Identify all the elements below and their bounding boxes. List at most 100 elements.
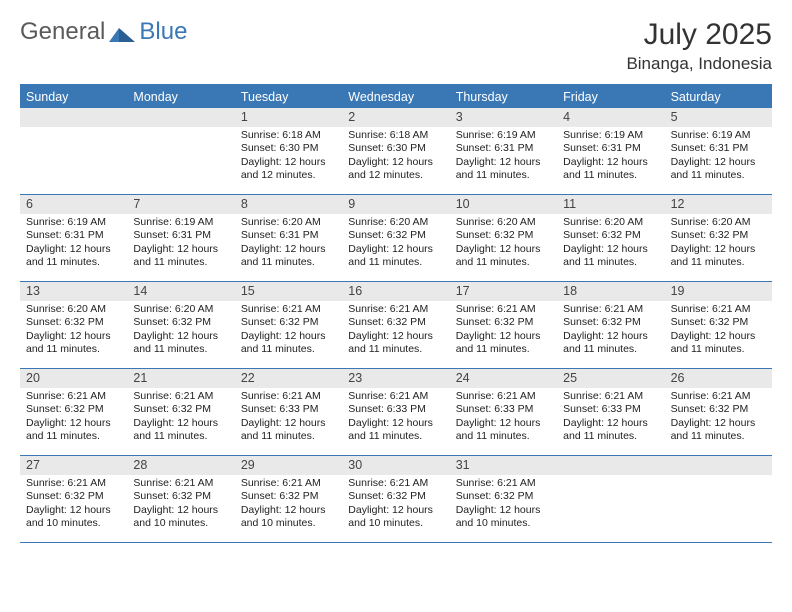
sunset-line: Sunset: 6:32 PM	[241, 316, 336, 329]
calendar: SundayMondayTuesdayWednesdayThursdayFrid…	[20, 84, 772, 543]
calendar-week: 20Sunrise: 6:21 AMSunset: 6:32 PMDayligh…	[20, 369, 772, 456]
sunrise-line: Sunrise: 6:19 AM	[133, 216, 228, 229]
day-body: Sunrise: 6:19 AMSunset: 6:31 PMDaylight:…	[665, 127, 772, 187]
day-body: Sunrise: 6:20 AMSunset: 6:32 PMDaylight:…	[127, 301, 234, 361]
brand-part1: General	[20, 18, 105, 46]
sunset-line: Sunset: 6:32 PM	[563, 316, 658, 329]
calendar-day-header: SundayMondayTuesdayWednesdayThursdayFrid…	[20, 86, 772, 108]
day-number: 14	[127, 282, 234, 301]
day-number: 21	[127, 369, 234, 388]
daylight-line: Daylight: 12 hours and 11 minutes.	[456, 156, 551, 183]
sunset-line: Sunset: 6:32 PM	[26, 490, 121, 503]
sunrise-line: Sunrise: 6:20 AM	[133, 303, 228, 316]
sunrise-line: Sunrise: 6:18 AM	[348, 129, 443, 142]
day-body: Sunrise: 6:20 AMSunset: 6:32 PMDaylight:…	[342, 214, 449, 274]
sunrise-line: Sunrise: 6:19 AM	[26, 216, 121, 229]
calendar-day: 6Sunrise: 6:19 AMSunset: 6:31 PMDaylight…	[20, 195, 127, 281]
sunset-line: Sunset: 6:31 PM	[133, 229, 228, 242]
page-subtitle: Binanga, Indonesia	[626, 54, 772, 74]
calendar-day: 7Sunrise: 6:19 AMSunset: 6:31 PMDaylight…	[127, 195, 234, 281]
day-body: Sunrise: 6:21 AMSunset: 6:33 PMDaylight:…	[342, 388, 449, 448]
day-number: 3	[450, 108, 557, 127]
daylight-line: Daylight: 12 hours and 12 minutes.	[348, 156, 443, 183]
daylight-line: Daylight: 12 hours and 11 minutes.	[241, 243, 336, 270]
sunset-line: Sunset: 6:33 PM	[348, 403, 443, 416]
day-number: 30	[342, 456, 449, 475]
day-body: Sunrise: 6:19 AMSunset: 6:31 PMDaylight:…	[557, 127, 664, 187]
day-header-sunday: Sunday	[20, 86, 127, 108]
daylight-line: Daylight: 12 hours and 11 minutes.	[133, 417, 228, 444]
calendar-week: 27Sunrise: 6:21 AMSunset: 6:32 PMDayligh…	[20, 456, 772, 543]
calendar-day: 1Sunrise: 6:18 AMSunset: 6:30 PMDaylight…	[235, 108, 342, 194]
calendar-day: 20Sunrise: 6:21 AMSunset: 6:32 PMDayligh…	[20, 369, 127, 455]
day-number: 17	[450, 282, 557, 301]
daylight-line: Daylight: 12 hours and 10 minutes.	[456, 504, 551, 531]
day-body: Sunrise: 6:20 AMSunset: 6:32 PMDaylight:…	[450, 214, 557, 274]
calendar-day: 12Sunrise: 6:20 AMSunset: 6:32 PMDayligh…	[665, 195, 772, 281]
calendar-day: 2 Sunrise: 6:18 AMSunset: 6:30 PMDaylight…	[342, 108, 449, 194]
calendar-week: 6Sunrise: 6:19 AMSunset: 6:31 PMDaylight…	[20, 195, 772, 282]
calendar-day: 24Sunrise: 6:21 AMSunset: 6:33 PMDayligh…	[450, 369, 557, 455]
day-body: Sunrise: 6:21 AMSunset: 6:33 PMDaylight:…	[450, 388, 557, 448]
day-body: Sunrise: 6:20 AMSunset: 6:32 PMDaylight:…	[665, 214, 772, 274]
sunset-line: Sunset: 6:32 PM	[241, 490, 336, 503]
day-number: 18	[557, 282, 664, 301]
calendar-empty-cell	[20, 108, 127, 194]
sunset-line: Sunset: 6:32 PM	[348, 490, 443, 503]
day-header-wednesday: Wednesday	[342, 86, 449, 108]
sunset-line: Sunset: 6:32 PM	[26, 316, 121, 329]
day-body: Sunrise: 6:21 AMSunset: 6:32 PMDaylight:…	[450, 475, 557, 535]
day-number: 24	[450, 369, 557, 388]
day-body: Sunrise: 6:21 AMSunset: 6:32 PMDaylight:…	[342, 475, 449, 535]
sunrise-line: Sunrise: 6:21 AM	[456, 303, 551, 316]
day-body: Sunrise: 6:21 AMSunset: 6:32 PMDaylight:…	[235, 301, 342, 361]
day-body	[557, 475, 664, 481]
sunrise-line: Sunrise: 6:21 AM	[348, 303, 443, 316]
sunset-line: Sunset: 6:30 PM	[348, 142, 443, 155]
daylight-line: Daylight: 12 hours and 11 minutes.	[241, 330, 336, 357]
day-body: Sunrise: 6:21 AMSunset: 6:32 PMDaylight:…	[450, 301, 557, 361]
sunrise-line: Sunrise: 6:20 AM	[348, 216, 443, 229]
sunset-line: Sunset: 6:32 PM	[671, 229, 766, 242]
sunset-line: Sunset: 6:33 PM	[456, 403, 551, 416]
day-body: Sunrise: 6:21 AMSunset: 6:32 PMDaylight:…	[665, 388, 772, 448]
sunrise-line: Sunrise: 6:21 AM	[456, 477, 551, 490]
sunrise-line: Sunrise: 6:20 AM	[671, 216, 766, 229]
daylight-line: Daylight: 12 hours and 11 minutes.	[348, 243, 443, 270]
daylight-line: Daylight: 12 hours and 11 minutes.	[348, 417, 443, 444]
day-body	[127, 127, 234, 133]
day-body: Sunrise: 6:19 AMSunset: 6:31 PMDaylight:…	[127, 214, 234, 274]
daylight-line: Daylight: 12 hours and 11 minutes.	[456, 330, 551, 357]
calendar-day: 10Sunrise: 6:20 AMSunset: 6:32 PMDayligh…	[450, 195, 557, 281]
daylight-line: Daylight: 12 hours and 10 minutes.	[26, 504, 121, 531]
day-body: Sunrise: 6:20 AMSunset: 6:31 PMDaylight:…	[235, 214, 342, 274]
day-number: 2	[342, 108, 449, 127]
calendar-day: 27Sunrise: 6:21 AMSunset: 6:32 PMDayligh…	[20, 456, 127, 542]
page-title: July 2025	[626, 18, 772, 52]
sunset-line: Sunset: 6:33 PM	[241, 403, 336, 416]
daylight-line: Daylight: 12 hours and 11 minutes.	[563, 156, 658, 183]
day-body: Sunrise: 6:21 AMSunset: 6:32 PMDaylight:…	[342, 301, 449, 361]
sunrise-line: Sunrise: 6:20 AM	[26, 303, 121, 316]
daylight-line: Daylight: 12 hours and 11 minutes.	[563, 330, 658, 357]
sunset-line: Sunset: 6:31 PM	[671, 142, 766, 155]
sunrise-line: Sunrise: 6:20 AM	[241, 216, 336, 229]
day-number: 15	[235, 282, 342, 301]
day-number: 4	[557, 108, 664, 127]
daylight-line: Daylight: 12 hours and 12 minutes.	[241, 156, 336, 183]
day-body: Sunrise: 6:21 AMSunset: 6:32 PMDaylight:…	[235, 475, 342, 535]
sunset-line: Sunset: 6:32 PM	[671, 403, 766, 416]
day-header-friday: Friday	[557, 86, 664, 108]
day-number	[665, 456, 772, 475]
sunrise-line: Sunrise: 6:21 AM	[348, 390, 443, 403]
calendar-week: 1Sunrise: 6:18 AMSunset: 6:30 PMDaylight…	[20, 108, 772, 195]
day-number: 13	[20, 282, 127, 301]
brand-part2: Blue	[139, 18, 187, 46]
day-body: Sunrise: 6:18 AMSunset: 6:30 PMDaylight:…	[235, 127, 342, 187]
day-header-saturday: Saturday	[665, 86, 772, 108]
day-number: 10	[450, 195, 557, 214]
sunrise-line: Sunrise: 6:21 AM	[348, 477, 443, 490]
day-number: 27	[20, 456, 127, 475]
calendar-day: 31Sunrise: 6:21 AMSunset: 6:32 PMDayligh…	[450, 456, 557, 542]
sunset-line: Sunset: 6:32 PM	[456, 490, 551, 503]
